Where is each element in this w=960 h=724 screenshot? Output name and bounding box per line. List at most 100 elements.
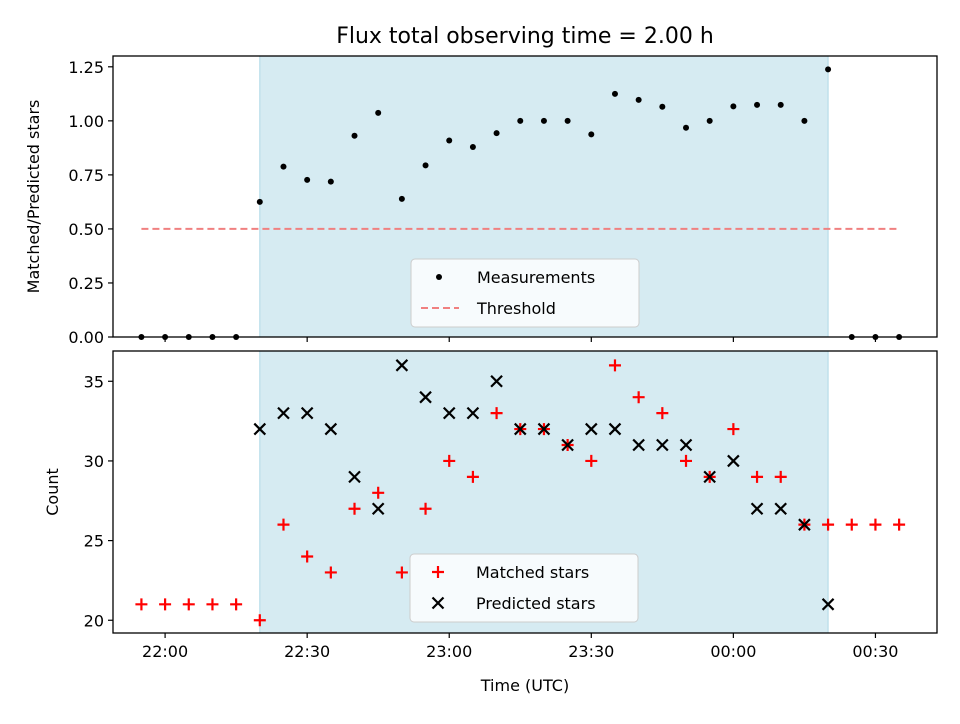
predicted-star-point: [419, 390, 432, 404]
y-axis-label: Count: [43, 468, 62, 516]
matched-star-point: [253, 614, 266, 627]
matched-star-point: [656, 407, 669, 420]
predicted-star-point: [324, 422, 338, 436]
matched-star-point: [751, 470, 764, 483]
matched-star-point: [395, 566, 408, 579]
measurement-point: [683, 124, 690, 131]
predicted-star-point: [679, 438, 693, 452]
y-tick-label: 20: [84, 611, 104, 630]
measurement-point: [611, 90, 618, 97]
legend-label: Measurements: [477, 268, 595, 287]
measurement-point: [706, 117, 713, 124]
predicted-star-point: [750, 502, 764, 516]
measurement-point: [777, 101, 784, 108]
legend: Matched stars Predicted stars: [409, 553, 639, 623]
legend-box: [409, 553, 639, 623]
axes-frame: [112, 350, 938, 634]
matched-star-point: [372, 486, 385, 499]
matched-star-point: [277, 518, 290, 531]
x-tick-label: 22:30: [284, 642, 330, 661]
measurement-point: [469, 144, 476, 151]
measurement-point: [256, 198, 263, 205]
chart-title: Flux total observing time = 2.00 h: [336, 24, 714, 49]
matched-star-point: [632, 391, 645, 404]
measurement-point: [422, 162, 429, 169]
matched-star-point: [490, 407, 503, 420]
predicted-star-point: [348, 470, 361, 484]
legend-box: [410, 258, 640, 328]
x-tick-label: 23:30: [568, 642, 614, 661]
y-tick-label: 0.50: [68, 220, 104, 239]
matched-star-point: [822, 518, 835, 531]
predicted-star-point: [490, 374, 503, 388]
predicted-star-point: [585, 422, 598, 436]
predicted-star-point: [821, 598, 835, 611]
ratio-panel: 0.00 0.25 0.50 0.75 1.00 1.25 Matched/Predicte…: [24, 55, 938, 347]
predicted-star-point: [703, 470, 716, 484]
count-panel: 22:00 22:30 23:00 23:30 00:00 00:30 20 25 30 35 Co…: [43, 350, 938, 695]
y-axis-label: Matched/Predicted stars: [24, 100, 43, 294]
predicted-star-point: [300, 406, 314, 420]
matched-star-point: [348, 502, 361, 515]
legend: Measurements Threshold: [410, 258, 640, 328]
matched-star-point: [608, 359, 621, 372]
axes-frame: [112, 55, 938, 338]
y-tick-label: 0.00: [68, 328, 104, 347]
matched-star-point: [182, 598, 195, 611]
x-tick-label: 22:00: [142, 642, 188, 661]
predicted-star-point: [513, 422, 527, 436]
y-tick-label: 1.00: [68, 112, 104, 131]
predicted-star-point: [371, 502, 385, 516]
matched-star-point: [135, 598, 148, 611]
predicted-star-point: [798, 518, 811, 531]
x-tick-label: 00:30: [852, 642, 898, 661]
legend-label: Threshold: [476, 299, 556, 318]
measurement-point: [564, 117, 571, 124]
measurement-point: [280, 163, 287, 170]
measurement-point: [351, 132, 358, 139]
matched-star-point: [466, 470, 479, 483]
predicted-star-point: [656, 438, 669, 452]
y-tick-label: 0.75: [68, 166, 104, 185]
matched-star-point: [845, 518, 858, 531]
matched-star-point: [206, 598, 219, 611]
matched-star-point: [680, 454, 693, 467]
measurement-point: [754, 101, 761, 108]
x-axis-label: Time (UTC): [480, 676, 569, 695]
matched-star-point: [774, 470, 787, 483]
predicted-star-point: [253, 422, 267, 436]
predicted-star-point: [561, 438, 574, 452]
legend-measurements-swatch: [436, 274, 442, 280]
matched-star-point: [301, 550, 314, 563]
measurement-point: [540, 117, 547, 124]
measurement-point: [659, 103, 666, 110]
predicted-star-point: [774, 502, 788, 516]
predicted-star-point: [466, 406, 480, 420]
predicted-star-point: [537, 422, 551, 436]
matched-star-point: [419, 502, 432, 515]
predicted-star-point: [632, 438, 645, 452]
matched-star-point: [443, 454, 456, 467]
y-tick-label: 1.25: [68, 58, 104, 77]
measurement-point: [446, 137, 453, 144]
x-tick-label: 00:00: [710, 642, 756, 661]
matched-star-point: [727, 423, 740, 436]
predicted-star-point: [727, 454, 740, 468]
legend-matched-swatch: [432, 566, 444, 578]
measurement-point: [825, 66, 832, 73]
matched-star-point: [159, 598, 172, 611]
y-tick-label: 25: [84, 532, 104, 551]
measurement-point: [327, 178, 334, 185]
matched-star-point: [230, 598, 243, 611]
measurement-point: [730, 103, 737, 110]
measurement-point: [588, 131, 595, 138]
y-tick-label: 30: [84, 452, 104, 471]
measurement-point: [635, 96, 642, 103]
measurement-point: [493, 130, 500, 137]
legend-predicted-swatch: [431, 596, 445, 610]
legend-label: Predicted stars: [476, 594, 596, 613]
matched-star-point: [585, 454, 598, 467]
matched-star-point: [869, 518, 882, 531]
